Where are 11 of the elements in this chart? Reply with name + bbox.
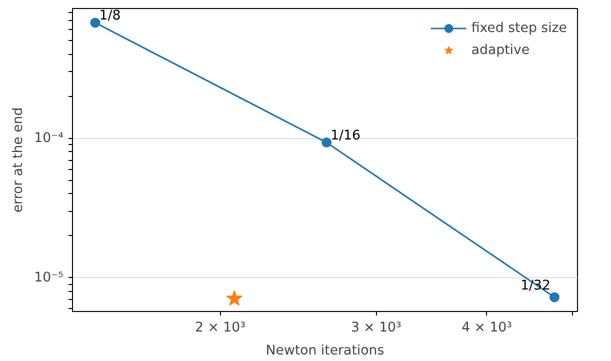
x-tick-label: 2 × 10³	[195, 320, 246, 336]
x-axis-title: Newton iterations	[266, 344, 384, 358]
annotation: 1/16	[330, 128, 361, 144]
x-tick-label: 3 × 10³	[350, 320, 402, 336]
y-tick-label: 10⁻⁴	[34, 130, 64, 146]
legend-label: adaptive	[471, 42, 530, 58]
annotation: 1/8	[99, 8, 121, 24]
legend-label: fixed step size	[471, 20, 567, 36]
y-axis-title: error at the end	[11, 107, 26, 213]
y-tick-label: 10⁻⁵	[34, 270, 64, 286]
x-tick-label: 4 × 10³	[462, 320, 512, 336]
